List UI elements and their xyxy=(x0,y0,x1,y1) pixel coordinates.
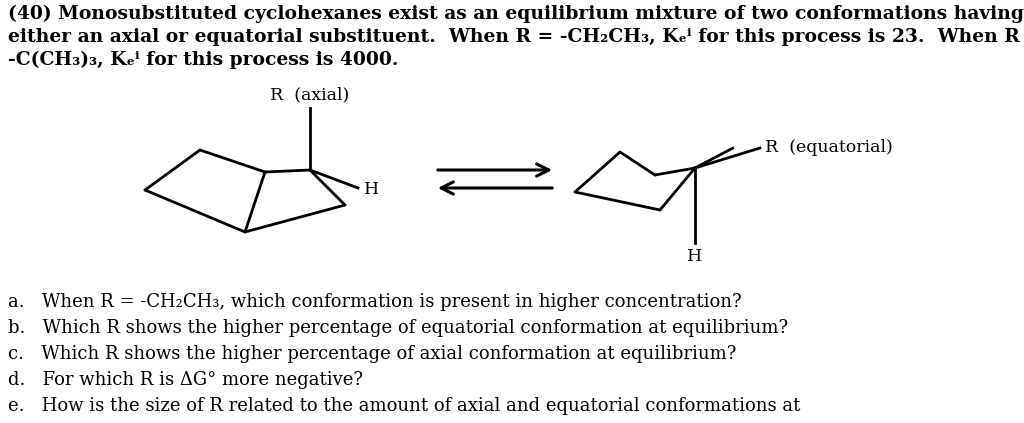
Text: H: H xyxy=(687,248,702,265)
Text: R  (equatorial): R (equatorial) xyxy=(765,140,893,157)
Text: b.   Which R shows the higher percentage of equatorial conformation at equilibri: b. Which R shows the higher percentage o… xyxy=(8,319,788,337)
Text: d.   For which R is ΔG° more negative?: d. For which R is ΔG° more negative? xyxy=(8,371,362,389)
Text: R  (axial): R (axial) xyxy=(270,86,349,103)
Text: a.   When R = -CH₂CH₃, which conformation is present in higher concentration?: a. When R = -CH₂CH₃, which conformation … xyxy=(8,293,741,311)
Text: H: H xyxy=(364,181,379,198)
Text: -C(CH₃)₃, Kₑⁱ for this process is 4000.: -C(CH₃)₃, Kₑⁱ for this process is 4000. xyxy=(8,51,398,69)
Text: c.   Which R shows the higher percentage of axial conformation at equilibrium?: c. Which R shows the higher percentage o… xyxy=(8,345,736,363)
Text: (40) Monosubstituted cyclohexanes exist as an equilibrium mixture of two conform: (40) Monosubstituted cyclohexanes exist … xyxy=(8,5,1024,23)
Text: e.   How is the size of R related to the amount of axial and equatorial conforma: e. How is the size of R related to the a… xyxy=(8,397,801,415)
Text: either an axial or equatorial substituent.  When R = -CH₂CH₃, Kₑⁱ for this proce: either an axial or equatorial substituen… xyxy=(8,28,1024,46)
